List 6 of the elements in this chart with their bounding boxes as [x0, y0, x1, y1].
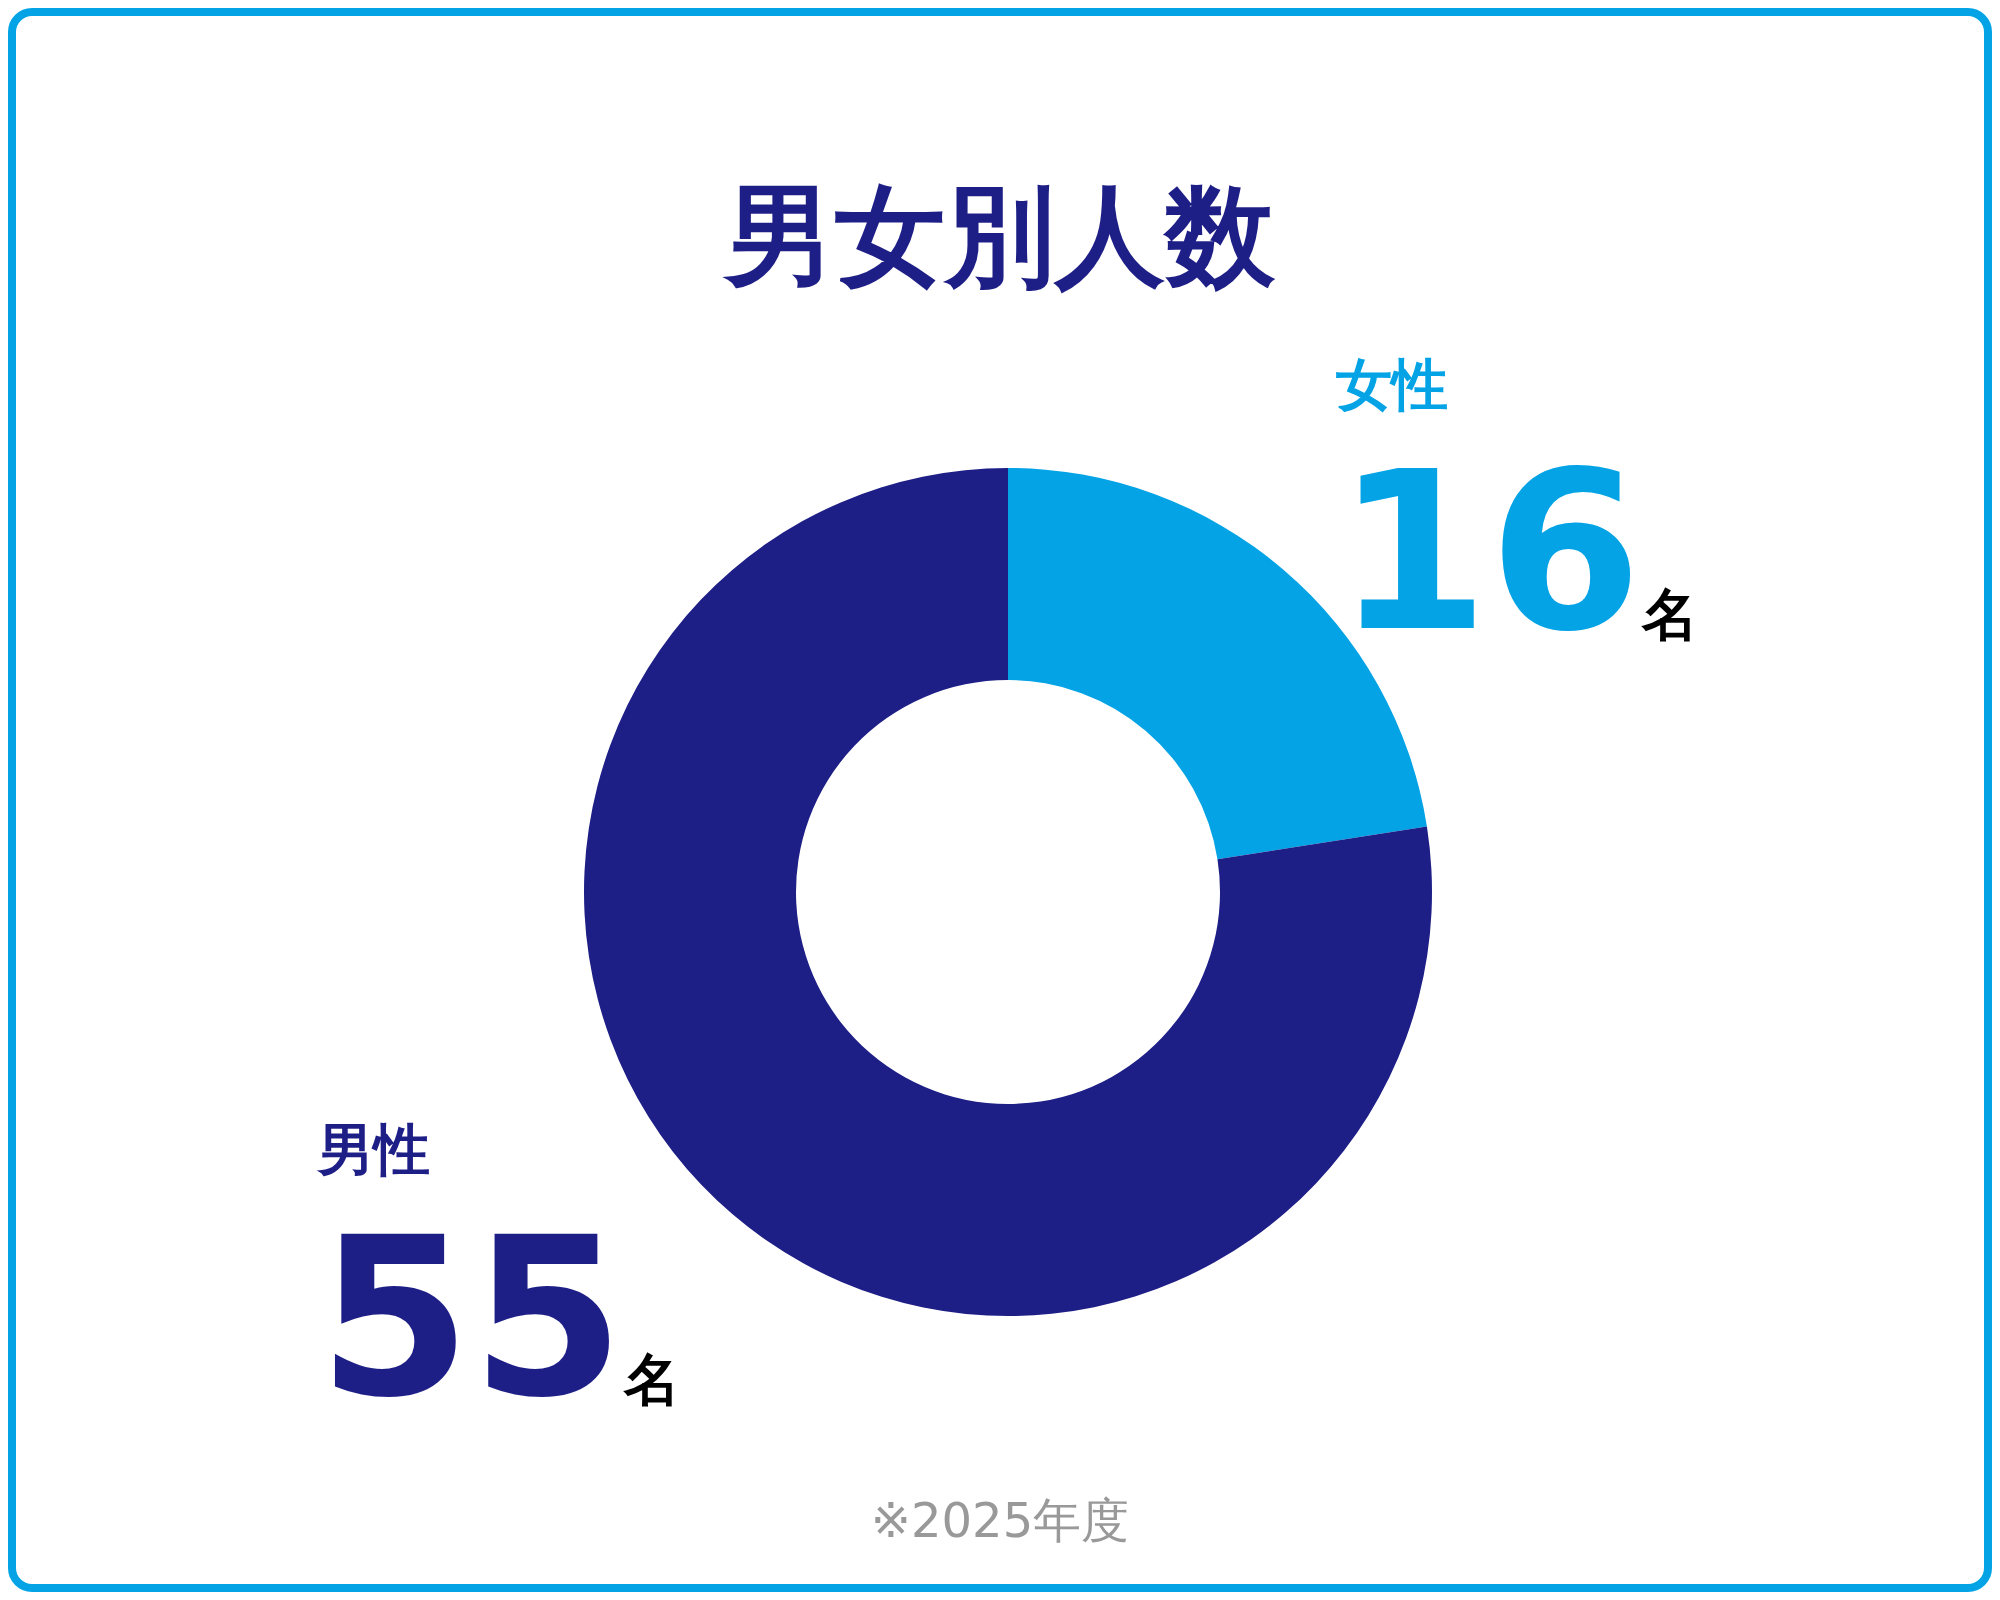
slice-label: 女性: [1335, 351, 1448, 417]
text: ※2025年度: [870, 1492, 1130, 1548]
data-label: 55名: [318, 1189, 681, 1446]
slice-label: 男性: [316, 1117, 431, 1183]
chart-title: 男女別人数: [722, 172, 1276, 300]
data-label: 16名: [1335, 424, 1698, 681]
